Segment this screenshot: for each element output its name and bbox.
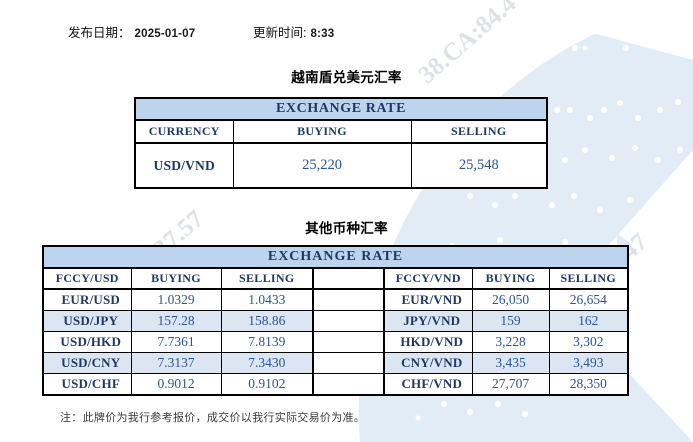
other-col-left-buying: BUYING (130, 267, 222, 290)
row-left-buying: 7.3137 (130, 352, 222, 374)
row-right-pair: HKD/VND (383, 331, 473, 353)
row-left-pair: USD/CHF (42, 373, 132, 396)
table-banner-row: EXCHANGE RATE (42, 245, 629, 269)
row-right-selling: 162 (548, 310, 629, 332)
row-right-pair: CNY/VND (383, 352, 473, 374)
table-row: USD/HKD 7.7361 7.8139 HKD/VND 3,228 3,30… (42, 331, 629, 353)
other-section-title: 其他币种汇率 (305, 221, 388, 236)
table-row: USD/CHF 0.9012 0.9102 CHF/VND 27,707 28,… (42, 373, 629, 396)
publish-date-group: 发布日期： 2025-01-07 (68, 22, 195, 42)
usd-table-banner: EXCHANGE RATE (134, 97, 548, 121)
usd-vnd-rate-table: EXCHANGE RATE CURRENCY BUYING SELLING US… (134, 97, 549, 189)
publish-date-label: 发布日期： (68, 26, 131, 40)
update-time-label: 更新时间: (253, 26, 307, 40)
other-col-left-selling: SELLING (220, 267, 314, 290)
other-col-right-buying: BUYING (471, 267, 550, 290)
row-left-selling: 7.3430 (220, 352, 314, 374)
table-header-row: FCCY/USD BUYING SELLING FCCY/VND BUYING … (42, 267, 629, 290)
column-spacer (312, 352, 385, 374)
table-row: USD/JPY 157.28 158.86 JPY/VND 159 162 (42, 310, 629, 332)
row-right-pair: CHF/VND (383, 373, 473, 396)
column-spacer (312, 267, 385, 290)
row-right-selling: 26,654 (548, 288, 629, 311)
usd-row-buying: 25,220 (232, 142, 412, 189)
update-time-group: 更新时间: 8:33 (253, 22, 334, 42)
row-right-buying: 26,050 (471, 288, 550, 311)
row-right-buying: 3,435 (471, 352, 550, 374)
row-right-buying: 159 (471, 310, 550, 332)
other-currency-rate-table: EXCHANGE RATE FCCY/USD BUYING SELLING FC… (42, 245, 629, 396)
table-banner-row: EXCHANGE RATE (134, 97, 548, 121)
row-left-pair: USD/JPY (42, 310, 132, 332)
row-left-pair: EUR/USD (42, 288, 132, 311)
row-left-pair: USD/CNY (42, 352, 132, 374)
row-right-selling: 3,302 (548, 331, 629, 353)
row-left-selling: 0.9102 (220, 373, 314, 396)
row-right-pair: EUR/VND (383, 288, 473, 311)
column-spacer (312, 310, 385, 332)
meta-row: 发布日期： 2025-01-07 更新时间: 8:33 (0, 22, 693, 42)
row-left-buying: 157.28 (130, 310, 222, 332)
other-col-fccy-usd: FCCY/USD (42, 267, 132, 290)
usd-row-selling: 25,548 (410, 142, 548, 189)
table-row: USD/CNY 7.3137 7.3430 CNY/VND 3,435 3,49… (42, 352, 629, 374)
usd-col-buying: BUYING (232, 119, 412, 144)
update-time-value: 8:33 (310, 28, 335, 40)
other-col-fccy-vnd: FCCY/VND (383, 267, 473, 290)
usd-col-currency: CURRENCY (134, 119, 234, 144)
row-left-buying: 1.0329 (130, 288, 222, 311)
row-right-selling: 28,350 (548, 373, 629, 396)
usd-row-pair: USD/VND (134, 142, 234, 189)
row-left-selling: 1.0433 (220, 288, 314, 311)
column-spacer (312, 373, 385, 396)
row-left-buying: 7.7361 (130, 331, 222, 353)
row-left-pair: USD/HKD (42, 331, 132, 353)
row-left-selling: 158.86 (220, 310, 314, 332)
other-col-right-selling: SELLING (548, 267, 629, 290)
column-spacer (312, 288, 385, 311)
row-left-buying: 0.9012 (130, 373, 222, 396)
usd-section-title: 越南盾兑美元汇率 (291, 70, 402, 85)
disclaimer-note: 注：此牌价为我行参考报价，成交价以我行实际交易价为准。 (60, 412, 366, 424)
row-right-selling: 3,493 (548, 352, 629, 374)
row-left-selling: 7.8139 (220, 331, 314, 353)
row-right-pair: JPY/VND (383, 310, 473, 332)
column-spacer (312, 331, 385, 353)
row-right-buying: 27,707 (471, 373, 550, 396)
other-table-banner: EXCHANGE RATE (42, 245, 629, 269)
table-row: EUR/USD 1.0329 1.0433 EUR/VND 26,050 26,… (42, 288, 629, 311)
table-row: USD/VND 25,220 25,548 (134, 142, 548, 189)
usd-col-selling: SELLING (410, 119, 548, 144)
table-header-row: CURRENCY BUYING SELLING (134, 119, 548, 144)
row-right-buying: 3,228 (471, 331, 550, 353)
publish-date-value: 2025-01-07 (134, 28, 196, 40)
